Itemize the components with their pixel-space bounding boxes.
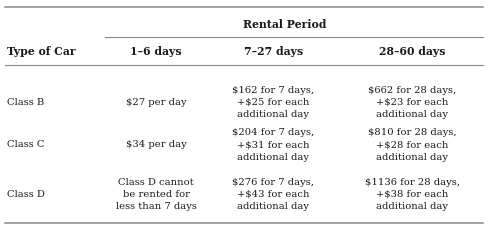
Text: Class D: Class D <box>7 189 45 198</box>
Text: Class D cannot
be rented for
less than 7 days: Class D cannot be rented for less than 7… <box>116 177 197 210</box>
Text: $27 per day: $27 per day <box>126 97 186 106</box>
Text: 28–60 days: 28–60 days <box>379 46 446 57</box>
Text: $162 for 7 days,
+$25 for each
additional day: $162 for 7 days, +$25 for each additiona… <box>232 85 314 118</box>
Text: $276 for 7 days,
+$43 for each
additional day: $276 for 7 days, +$43 for each additiona… <box>232 177 314 210</box>
Text: $810 for 28 days,
+$28 for each
additional day: $810 for 28 days, +$28 for each addition… <box>368 128 457 161</box>
Text: Type of Car: Type of Car <box>7 46 76 57</box>
Text: Class B: Class B <box>7 97 44 106</box>
Text: 7–27 days: 7–27 days <box>244 46 303 57</box>
Text: Rental Period: Rental Period <box>243 19 326 30</box>
Text: 1–6 days: 1–6 days <box>130 46 182 57</box>
Text: $1136 for 28 days,
+$38 for each
additional day: $1136 for 28 days, +$38 for each additio… <box>365 177 460 210</box>
Text: $34 per day: $34 per day <box>126 140 186 149</box>
Text: Class C: Class C <box>7 140 45 149</box>
Text: $204 for 7 days,
+$31 for each
additional day: $204 for 7 days, +$31 for each additiona… <box>232 128 314 161</box>
Text: $662 for 28 days,
+$23 for each
additional day: $662 for 28 days, +$23 for each addition… <box>368 85 456 118</box>
